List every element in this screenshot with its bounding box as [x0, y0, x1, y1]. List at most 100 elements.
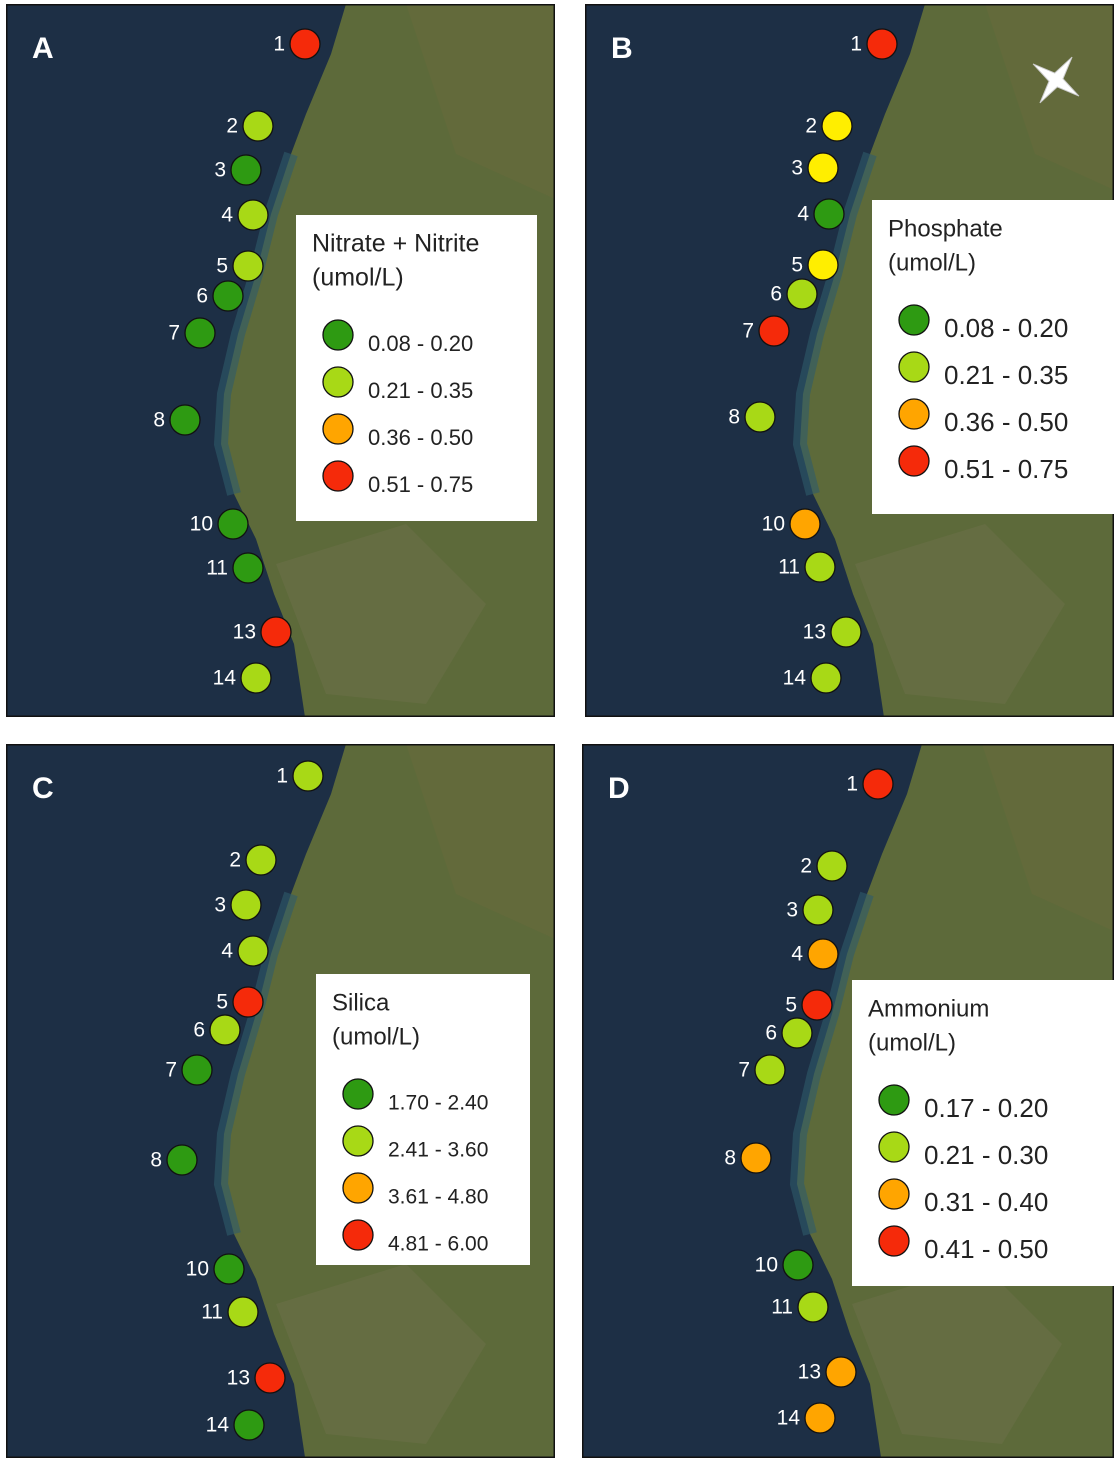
legend-swatch	[322, 460, 354, 492]
station-label: 2	[805, 115, 817, 138]
station-label: 14	[783, 667, 807, 690]
station-marker	[232, 250, 264, 282]
legend: Nitrate + Nitrite (umol/L) 0.08 - 0.20 0.21…	[296, 215, 537, 521]
compass	[1032, 56, 1080, 104]
station-label: 3	[786, 899, 798, 922]
legend-title: Phosphate	[888, 215, 1003, 242]
legend-label: 0.31 - 0.40	[924, 1187, 1048, 1217]
station-label: 10	[755, 1254, 778, 1277]
station-label: 8	[728, 406, 740, 429]
station-marker	[782, 1249, 814, 1281]
station-marker	[807, 938, 839, 970]
station-label: 10	[186, 1258, 209, 1281]
map-panel: B 1 23 4 567 8 10 11 13 14 Phosphate (umol/L) 0.08 -…	[585, 4, 1114, 717]
station-label: 1	[276, 765, 288, 788]
station-marker	[169, 404, 201, 436]
legend-label: 0.36 - 0.50	[368, 425, 473, 450]
station-label: 3	[214, 894, 226, 917]
station-marker	[797, 1291, 829, 1323]
station-marker	[816, 850, 848, 882]
station-label: 13	[798, 1361, 821, 1384]
legend-label: 0.21 - 0.35	[944, 360, 1068, 390]
legend-swatch	[342, 1078, 374, 1110]
map-panel: D 1 23 4 567 8 10 11 13 14 Ammonium (umol/L) 0.17 - …	[582, 744, 1114, 1458]
station-marker	[825, 1356, 857, 1388]
legend-label: 0.51 - 0.75	[368, 472, 473, 497]
legend-label: 3.61 - 4.80	[388, 1186, 488, 1209]
station-label: 11	[206, 557, 228, 580]
station-marker	[212, 280, 244, 312]
legend-title: (umol/L)	[868, 1029, 956, 1056]
station-marker	[807, 152, 839, 184]
legend-label: 0.17 - 0.20	[924, 1093, 1048, 1123]
station-marker	[810, 662, 842, 694]
station-label: 8	[153, 409, 165, 432]
station-marker	[786, 278, 818, 310]
station-marker	[744, 401, 776, 433]
panel-letter: A	[32, 32, 54, 65]
station-label: 6	[770, 283, 782, 306]
station-marker	[260, 616, 292, 648]
station-marker	[233, 1409, 265, 1441]
station-label: 8	[724, 1147, 736, 1170]
station-marker	[801, 989, 833, 1021]
legend-swatch	[342, 1172, 374, 1204]
legend-label: 2.41 - 3.60	[388, 1139, 488, 1162]
station-label: 1	[846, 773, 858, 796]
station-label: 4	[221, 940, 233, 963]
legend-swatch	[878, 1084, 910, 1116]
legend-title: (umol/L)	[888, 249, 976, 276]
legend-swatch	[878, 1178, 910, 1210]
legend-swatch	[322, 366, 354, 398]
legend: Ammonium (umol/L) 0.17 - 0.20 0.21 - 0.30 0.…	[852, 980, 1114, 1286]
station-label: 5	[785, 994, 797, 1017]
station-label: 3	[791, 157, 803, 180]
station-marker	[781, 1017, 813, 1049]
station-marker	[237, 935, 269, 967]
station-marker	[289, 28, 321, 60]
station-marker	[213, 1253, 245, 1285]
legend-label: 0.36 - 0.50	[944, 407, 1068, 437]
station-marker	[813, 198, 845, 230]
station-label: 13	[233, 621, 256, 644]
legend-swatch	[898, 351, 930, 383]
station-label: 1	[273, 33, 285, 56]
station-marker	[804, 551, 836, 583]
legend-swatch	[878, 1131, 910, 1163]
legend-swatch	[898, 445, 930, 477]
station-label: 13	[803, 621, 826, 644]
station-label: 7	[742, 320, 754, 343]
station-label: 4	[791, 943, 803, 966]
panel-letter: B	[611, 32, 633, 65]
legend-swatch	[898, 304, 930, 336]
station-marker	[217, 508, 249, 540]
station-marker	[237, 199, 269, 231]
station-marker	[292, 760, 324, 792]
station-label: 5	[791, 254, 803, 277]
legend-swatch	[878, 1225, 910, 1257]
station-marker	[181, 1054, 213, 1086]
station-label: 11	[771, 1296, 793, 1319]
station-marker	[740, 1142, 772, 1174]
station-label: 2	[800, 855, 812, 878]
legend-box	[316, 974, 530, 1265]
station-marker	[254, 1362, 286, 1394]
legend-title: Silica	[332, 989, 390, 1016]
station-marker	[227, 1296, 259, 1328]
station-label: 7	[165, 1059, 177, 1082]
station-marker	[802, 894, 834, 926]
station-label: 3	[214, 159, 226, 182]
station-marker	[232, 552, 264, 584]
station-label: 5	[216, 255, 228, 278]
station-label: 14	[213, 667, 237, 690]
station-label: 6	[765, 1022, 777, 1045]
legend-title: Ammonium	[868, 995, 989, 1022]
station-marker	[754, 1054, 786, 1086]
map-panel: A 1 23 4 567 8 10 11 13 14 Nitrate + Nitrite (umol/…	[6, 4, 555, 717]
panel-letter: D	[608, 772, 630, 805]
station-label: 14	[777, 1407, 801, 1430]
legend-label: 0.08 - 0.20	[368, 331, 473, 356]
station-marker	[245, 844, 277, 876]
